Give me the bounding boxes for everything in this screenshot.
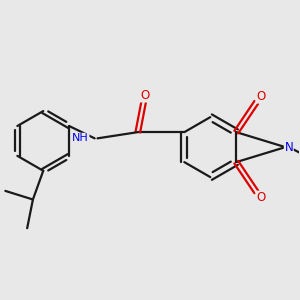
Text: N: N <box>284 141 293 154</box>
Text: NH: NH <box>72 133 89 143</box>
Text: O: O <box>140 89 149 102</box>
Text: O: O <box>256 191 266 204</box>
Text: O: O <box>256 90 266 103</box>
